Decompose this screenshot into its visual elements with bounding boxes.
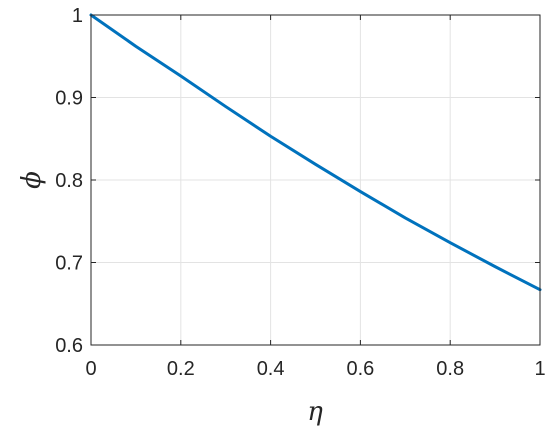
y-tick-label: 0.9 [55, 88, 83, 110]
series-line [89, 13, 542, 292]
grid [91, 15, 540, 345]
x-tick-label: 1 [534, 358, 545, 380]
y-tick-label: 1 [72, 5, 83, 27]
y-axis-label: ϕ [17, 171, 47, 189]
y-tick-label: 0.8 [55, 170, 83, 192]
x-axis-label: η [307, 397, 323, 427]
y-tick-label: 0.7 [55, 253, 83, 275]
ticks [90, 14, 541, 346]
tick-labels: 0 0.2 0.4 0.6 0.8 1 0.6 0.7 0.8 0.9 1 [55, 5, 545, 380]
x-tick-label: 0.6 [346, 358, 374, 380]
y-tick-label: 0.6 [55, 335, 83, 357]
series-layer [89, 13, 542, 292]
x-tick-label: 0.2 [167, 358, 195, 380]
x-tick-label: 0.4 [257, 358, 285, 380]
x-tick-label: 0.8 [436, 358, 464, 380]
x-tick-label: 0 [85, 358, 96, 380]
